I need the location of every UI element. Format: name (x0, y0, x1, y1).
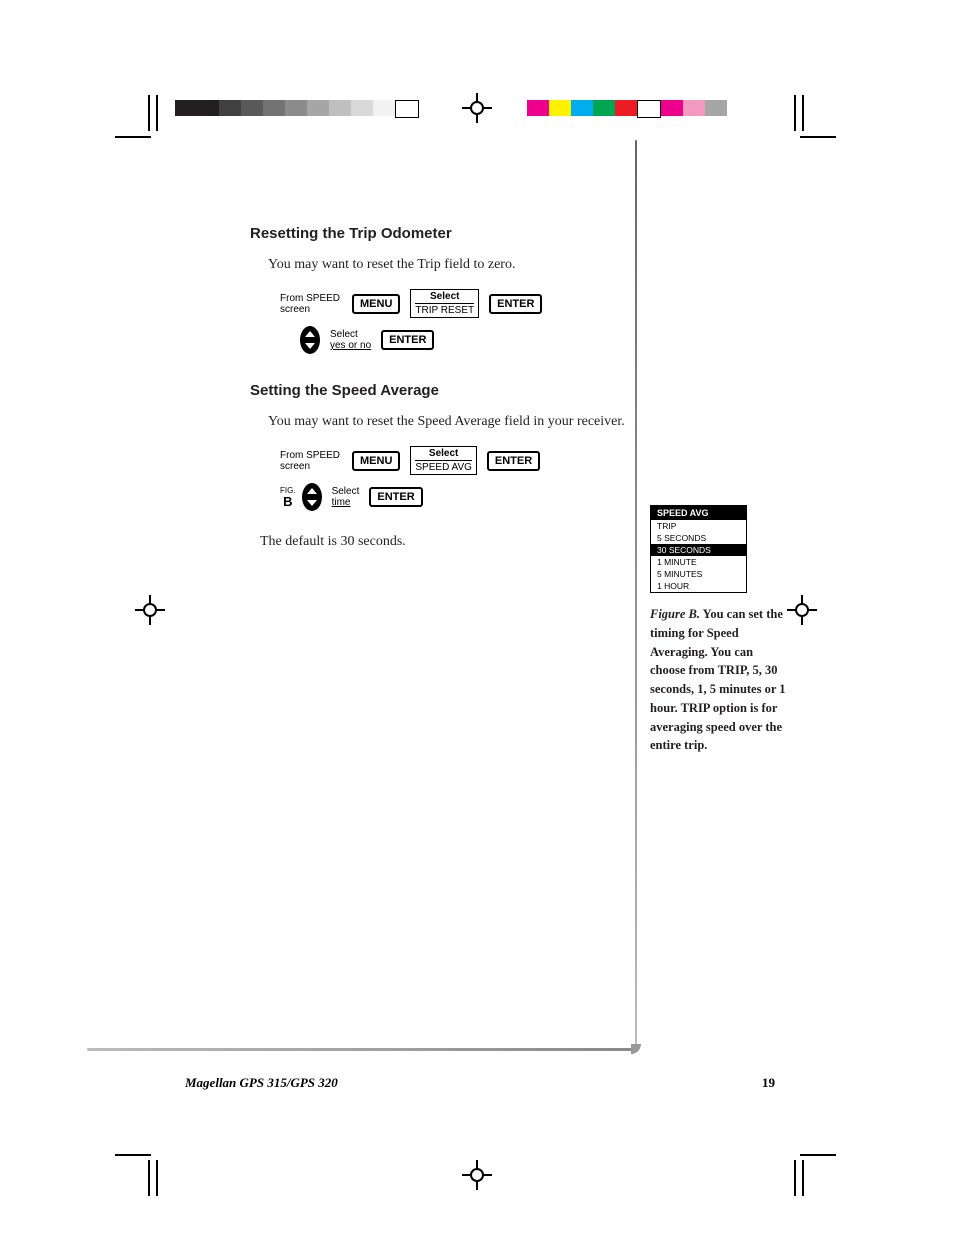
swatch (593, 100, 615, 116)
crop-mark (800, 136, 836, 138)
swatch (219, 100, 241, 116)
swatch (329, 100, 351, 116)
text: From SPEED (280, 293, 340, 304)
divider-corner (631, 1044, 641, 1054)
listbox-item: 1 HOUR (651, 580, 746, 592)
swatch (263, 100, 285, 116)
body-text: You may want to reset the Speed Average … (268, 411, 650, 432)
enter-button: ENTER (369, 487, 422, 507)
text: time (332, 497, 351, 508)
page-footer: Magellan GPS 315/GPS 320 19 (185, 1075, 775, 1091)
text: From SPEED (280, 450, 340, 461)
section-heading-trip-odometer: Resetting the Trip Odometer (250, 225, 650, 242)
crop-mark (148, 95, 150, 131)
text: TRIP RESET (415, 304, 474, 316)
text: Select (330, 329, 358, 340)
updown-arrow-icon (300, 326, 320, 354)
text: screen (280, 461, 310, 472)
swatch (571, 100, 593, 116)
sequence-row: From SPEED screen MENU Select TRIP RESET… (280, 289, 650, 318)
swatch (661, 100, 683, 116)
swatch (351, 100, 373, 116)
listbox-item: 5 MINUTES (651, 568, 746, 580)
from-label: From SPEED screen (280, 450, 342, 472)
text: Select (415, 448, 472, 461)
section-heading-speed-average: Setting the Speed Average (250, 382, 650, 399)
swatch (683, 100, 705, 116)
swatch (705, 100, 727, 116)
swatch (527, 100, 549, 116)
swatch (285, 100, 307, 116)
swatch (395, 100, 419, 118)
crop-mark (156, 1160, 158, 1196)
select-box: Select SPEED AVG (410, 446, 477, 475)
registration-mark-icon (140, 600, 160, 620)
select-label: Select yes or no (330, 329, 371, 351)
sequence-trip-reset: From SPEED screen MENU Select TRIP RESET… (280, 289, 650, 354)
enter-button: ENTER (489, 294, 542, 314)
crop-mark (115, 136, 151, 138)
swatch (241, 100, 263, 116)
select-box: Select TRIP RESET (410, 289, 479, 318)
crop-mark (794, 95, 796, 131)
sidebar: SPEED AVG TRIP5 SECONDS30 SECONDS1 MINUT… (650, 505, 780, 755)
page-number: 19 (762, 1075, 775, 1091)
color-bar-cmyk (527, 100, 727, 118)
swatch (175, 100, 197, 116)
listbox-item: 30 SECONDS (651, 544, 746, 556)
enter-button: ENTER (487, 451, 540, 471)
menu-button: MENU (352, 294, 400, 314)
crop-mark (794, 1160, 796, 1196)
figure-caption-text: You can set the timing for Speed Averagi… (650, 607, 786, 752)
crop-mark (148, 1160, 150, 1196)
text: yes or no (330, 340, 371, 351)
swatch (307, 100, 329, 116)
swatch (637, 100, 661, 118)
registration-mark-icon (467, 98, 487, 118)
main-content: Resetting the Trip Odometer You may want… (250, 225, 650, 566)
swatch (549, 100, 571, 116)
crop-mark (115, 1154, 151, 1156)
swatch (197, 100, 219, 116)
text: Select (332, 486, 360, 497)
swatch (615, 100, 637, 116)
sequence-row: From SPEED screen MENU Select SPEED AVG … (280, 446, 650, 475)
footer-title: Magellan GPS 315/GPS 320 (185, 1075, 338, 1091)
from-label: From SPEED screen (280, 293, 342, 315)
listbox-item: 1 MINUTE (651, 556, 746, 568)
listbox-item: TRIP (651, 520, 746, 532)
text: screen (280, 304, 310, 315)
crop-mark (802, 95, 804, 131)
crop-mark (800, 1154, 836, 1156)
color-bar-grayscale (175, 100, 419, 118)
text: Select (415, 291, 474, 304)
crop-mark (802, 1160, 804, 1196)
crop-mark (156, 95, 158, 131)
listbox-header: SPEED AVG (651, 506, 746, 520)
registration-mark-icon (467, 1165, 487, 1185)
select-label: Select time (332, 486, 360, 508)
text: B (280, 495, 296, 508)
swatch (373, 100, 395, 116)
divider-horizontal (87, 1048, 635, 1051)
speed-avg-listbox: SPEED AVG TRIP5 SECONDS30 SECONDS1 MINUT… (650, 505, 747, 593)
registration-mark-icon (792, 600, 812, 620)
menu-button: MENU (352, 451, 400, 471)
figure-caption-lead: Figure B. (650, 607, 700, 621)
text: SPEED AVG (415, 461, 472, 473)
updown-arrow-icon (302, 483, 322, 511)
figure-caption: Figure B. You can set the timing for Spe… (650, 605, 790, 755)
default-text: The default is 30 seconds. (260, 531, 650, 552)
sequence-speed-avg: From SPEED screen MENU Select SPEED AVG … (280, 446, 650, 511)
sequence-row: Select yes or no ENTER (300, 326, 650, 354)
sequence-row: FIG. B Select time ENTER (280, 483, 650, 511)
body-text: You may want to reset the Trip field to … (268, 254, 650, 275)
listbox-item: 5 SECONDS (651, 532, 746, 544)
enter-button: ENTER (381, 330, 434, 350)
figure-ref: FIG. B (280, 487, 296, 508)
